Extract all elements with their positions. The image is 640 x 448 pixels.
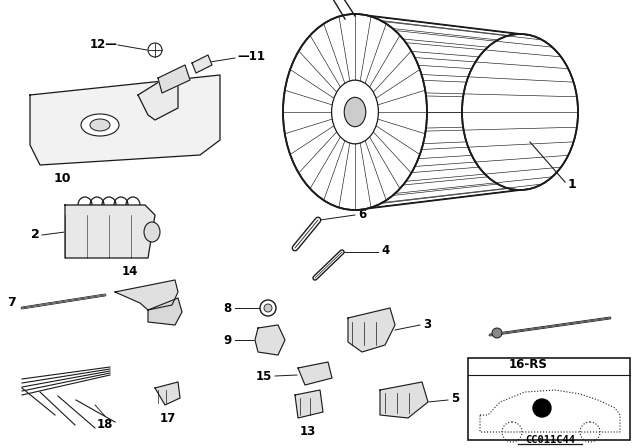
Ellipse shape (283, 14, 427, 210)
Circle shape (264, 304, 272, 312)
Polygon shape (255, 325, 285, 355)
Ellipse shape (144, 222, 160, 242)
Text: 4: 4 (381, 245, 389, 258)
Polygon shape (158, 65, 190, 93)
Ellipse shape (81, 114, 119, 136)
Polygon shape (30, 75, 220, 165)
Polygon shape (192, 55, 212, 73)
Circle shape (260, 300, 276, 316)
Ellipse shape (332, 80, 378, 144)
Text: 10: 10 (53, 172, 71, 185)
Polygon shape (148, 298, 182, 325)
Text: 13: 13 (300, 425, 316, 438)
Polygon shape (65, 205, 155, 258)
Circle shape (492, 328, 502, 338)
Ellipse shape (462, 34, 578, 190)
Polygon shape (295, 390, 323, 418)
Text: 5: 5 (451, 392, 460, 405)
Ellipse shape (90, 119, 110, 131)
Polygon shape (348, 308, 395, 352)
Text: 2: 2 (31, 228, 40, 241)
Circle shape (533, 399, 551, 417)
Circle shape (148, 43, 162, 57)
Text: 15: 15 (255, 370, 272, 383)
Text: 6: 6 (358, 207, 366, 220)
Polygon shape (155, 382, 180, 405)
Polygon shape (138, 75, 178, 120)
Ellipse shape (344, 97, 366, 127)
Text: 9: 9 (224, 333, 232, 346)
Text: 1: 1 (568, 177, 577, 190)
Text: 8: 8 (224, 302, 232, 314)
Text: —11: —11 (237, 51, 265, 64)
Text: 3: 3 (423, 318, 431, 331)
Text: 17: 17 (160, 412, 176, 425)
Text: 7: 7 (7, 297, 16, 310)
Polygon shape (115, 280, 178, 310)
Bar (468, 358, 630, 440)
Text: CC011C44: CC011C44 (525, 435, 575, 445)
Polygon shape (380, 382, 428, 418)
Text: 18: 18 (97, 418, 113, 431)
Text: 16-RS: 16-RS (509, 358, 547, 371)
Text: 14: 14 (122, 265, 138, 278)
Text: 12—: 12— (90, 39, 118, 52)
Polygon shape (298, 362, 332, 385)
